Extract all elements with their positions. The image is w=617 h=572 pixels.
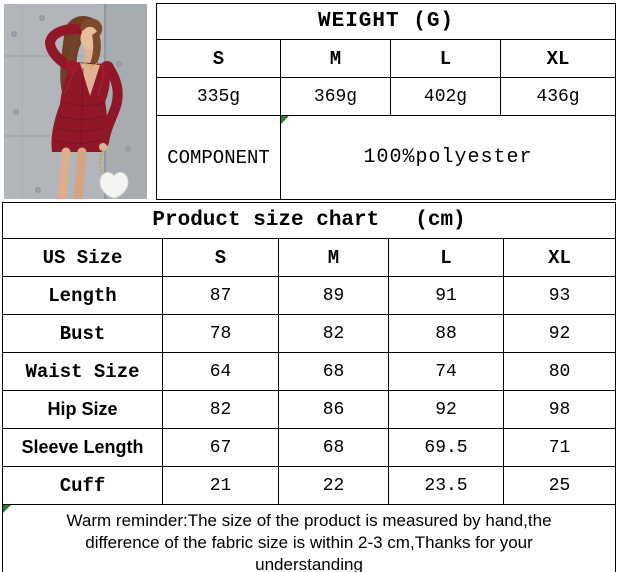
table-row-hip-size: Hip Size 82 86 92 98 (2, 390, 617, 429)
weight-size-header-m: M (280, 39, 391, 78)
size-chart-unit: (cm) (415, 209, 466, 232)
size-value: 82 (278, 314, 389, 353)
weight-value-m: 369g (280, 77, 391, 116)
size-value: 25 (502, 466, 617, 505)
size-chart-title-row: Product size chart (cm) (1, 202, 617, 239)
table-row-cuff: Cuff 21 22 23.5 25 (2, 466, 617, 505)
size-chart-table: Product size chart (cm) US Size S M L XL… (1, 202, 617, 572)
size-value: 92 (388, 390, 504, 429)
weight-size-header-s: S (156, 39, 281, 78)
weight-table-title: WEIGHT (G) (155, 3, 617, 40)
size-value: 23.5 (388, 466, 504, 505)
table-row-bust: Bust 78 82 88 92 (2, 314, 617, 353)
row-label: Bust (2, 314, 163, 353)
table-row-sleeve-length: Sleeve Length 67 68 69.5 71 (2, 428, 617, 467)
size-value: 89 (278, 276, 389, 315)
weight-table: WEIGHT (G) S M L XL 335g 369g 402g 436g … (155, 3, 617, 200)
size-value: 64 (162, 352, 279, 391)
size-value: 68 (278, 428, 389, 467)
size-value: 92 (502, 314, 617, 353)
column-header-m: M (278, 238, 389, 277)
column-header-xl: XL (502, 238, 617, 277)
product-photo-illustration (4, 4, 147, 199)
row-label: Sleeve Length (2, 428, 163, 467)
component-label: COMPONENT (156, 115, 281, 200)
column-header-l: L (388, 238, 504, 277)
weight-value-l: 402g (390, 77, 501, 116)
table-row-length: Length 87 89 91 93 (2, 276, 617, 315)
product-photo (4, 4, 147, 199)
size-value: 87 (162, 276, 279, 315)
row-label: Cuff (2, 466, 163, 505)
warm-reminder: Warm reminder:The size of the product is… (1, 504, 617, 572)
size-value: 82 (162, 390, 279, 429)
cell-flag-icon (3, 505, 11, 513)
size-value: 98 (502, 390, 617, 429)
table-row-waist-size: Waist Size 64 68 74 80 (2, 352, 617, 391)
size-value: 71 (502, 428, 617, 467)
component-value: 100%polyester (279, 115, 617, 200)
size-value: 78 (162, 314, 279, 353)
cell-flag-icon (281, 116, 289, 124)
reminder-line: Warm reminder:The size of the product is… (66, 511, 552, 530)
weight-value-s: 335g (156, 77, 281, 116)
size-value: 67 (162, 428, 279, 467)
size-value: 86 (278, 390, 389, 429)
size-chart-title: Product size chart (152, 209, 380, 232)
column-header-s: S (162, 238, 279, 277)
column-header-us-size: US Size (2, 238, 163, 277)
size-value: 80 (502, 352, 617, 391)
size-value: 74 (388, 352, 504, 391)
row-label: Length (2, 276, 163, 315)
row-label: Hip Size (2, 390, 163, 429)
size-value: 21 (162, 466, 279, 505)
component-value-text: 100%polyester (363, 146, 533, 169)
size-value: 88 (388, 314, 504, 353)
weight-size-header-xl: XL (499, 39, 617, 78)
row-label: Waist Size (2, 352, 163, 391)
weight-size-header-l: L (390, 39, 501, 78)
size-value: 91 (388, 276, 504, 315)
weight-value-xl: 436g (499, 77, 617, 116)
size-value: 93 (502, 276, 617, 315)
reminder-line: difference of the fabric size is within … (85, 533, 533, 552)
reminder-line: understanding (255, 555, 363, 572)
size-value: 69.5 (388, 428, 504, 467)
size-value: 68 (278, 352, 389, 391)
size-value: 22 (278, 466, 389, 505)
